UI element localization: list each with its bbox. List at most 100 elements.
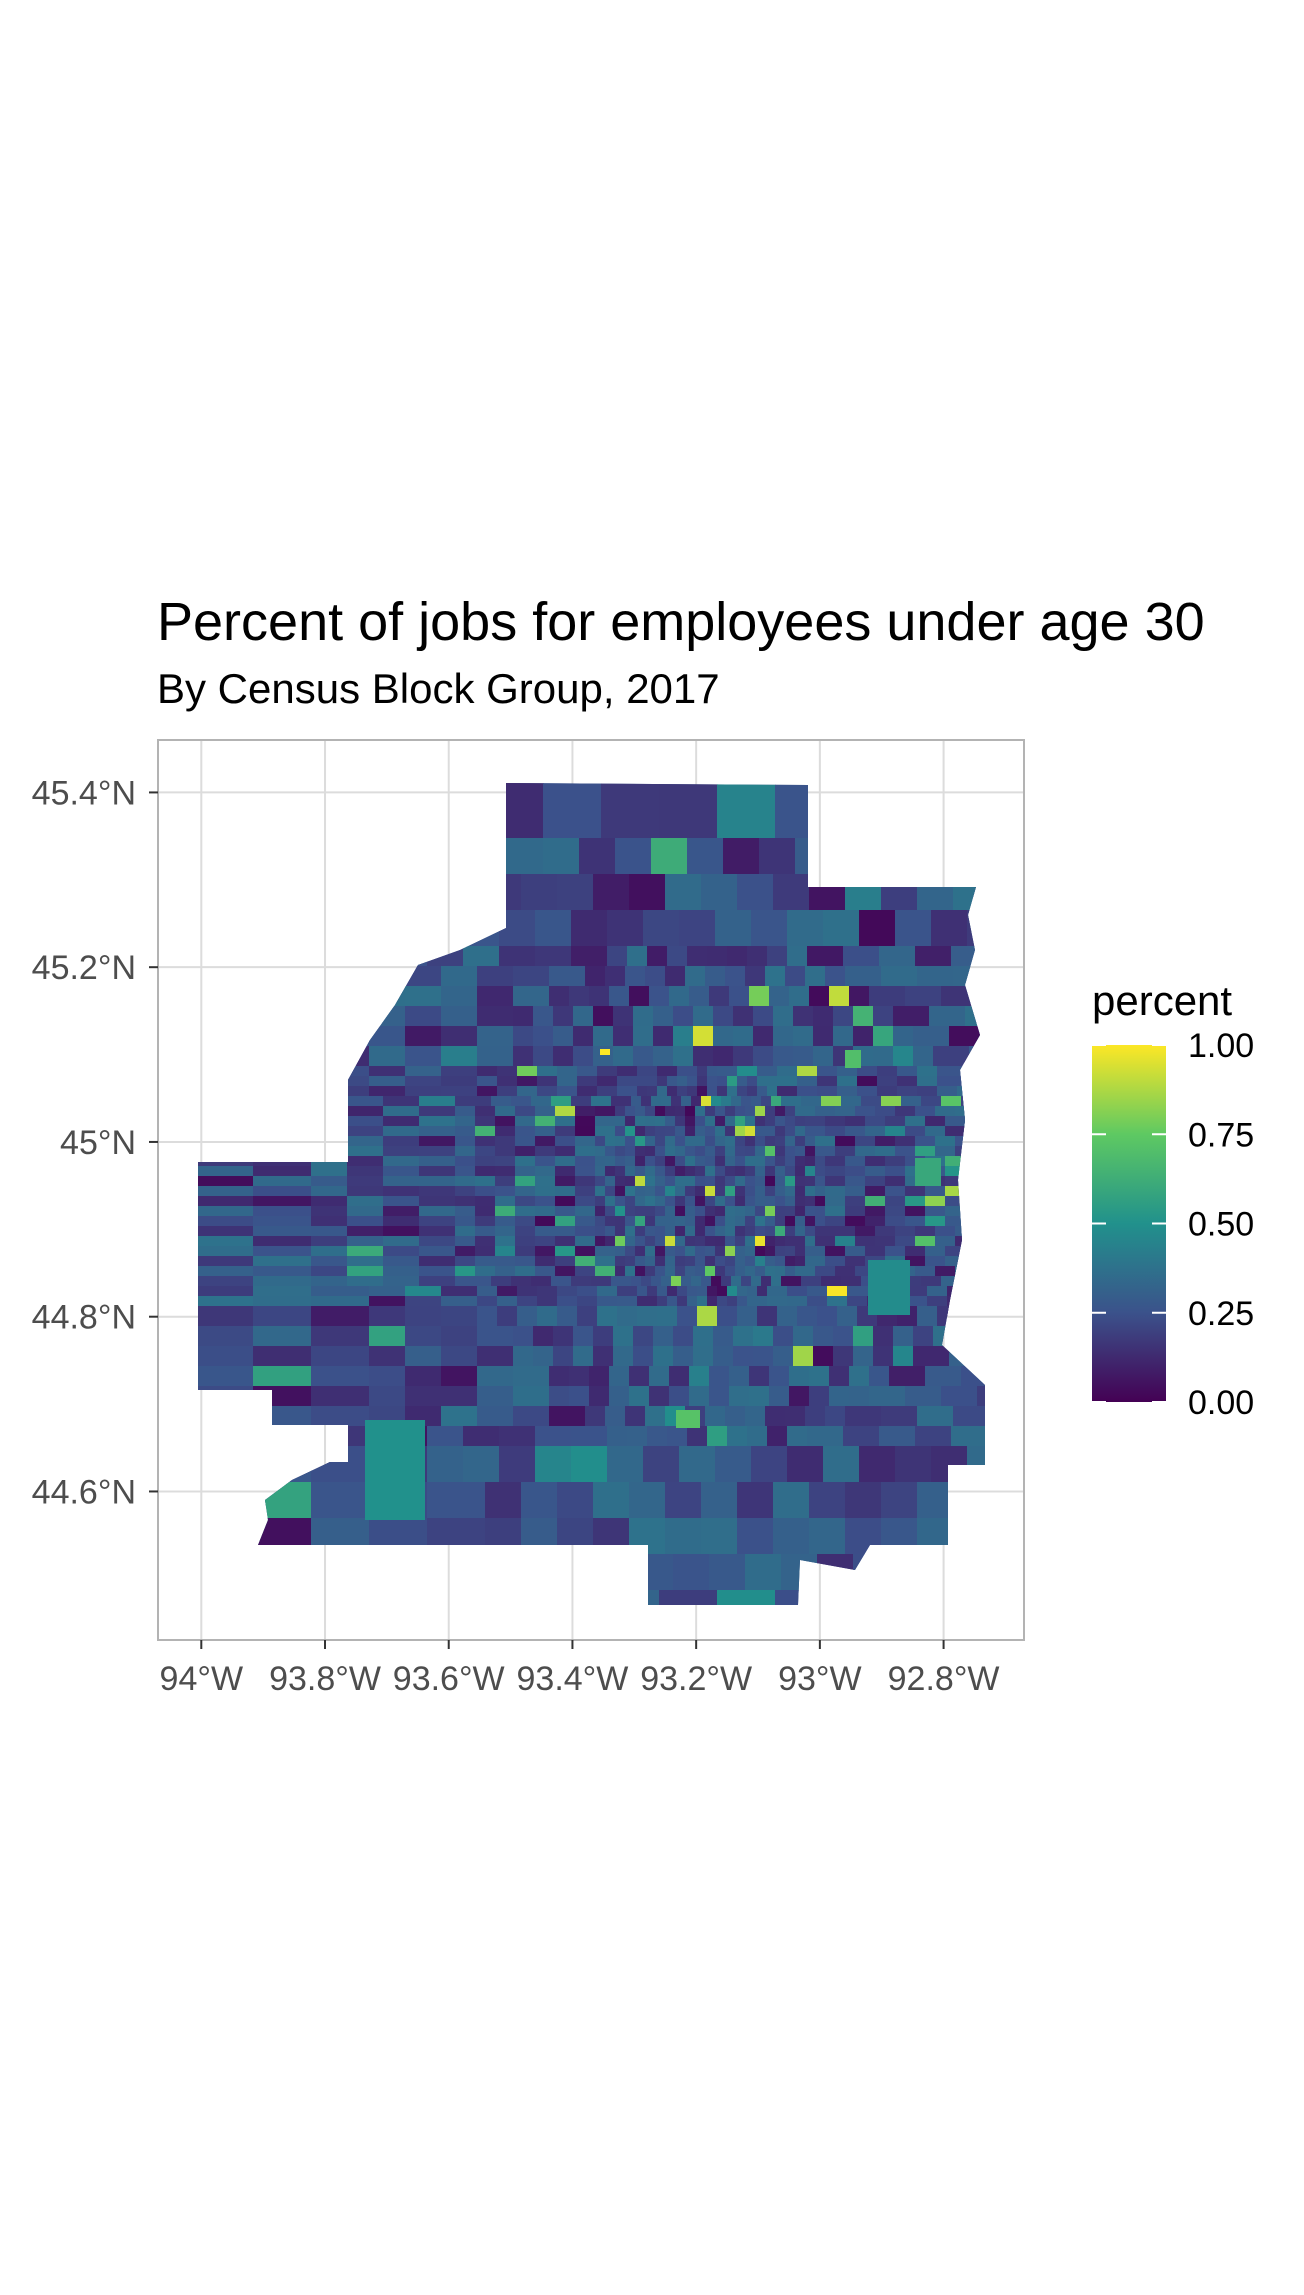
block-group-high xyxy=(868,1260,910,1315)
block-group xyxy=(745,1116,756,1127)
block-group xyxy=(613,1026,634,1047)
block-group xyxy=(605,1176,616,1187)
block-group xyxy=(833,1026,854,1047)
block-group xyxy=(535,910,572,947)
block-group xyxy=(701,874,738,911)
block-group xyxy=(735,1246,746,1257)
block-group xyxy=(795,1206,806,1217)
block-group xyxy=(735,1106,746,1117)
block-group xyxy=(795,1116,806,1127)
block-group xyxy=(705,1266,716,1277)
block-group xyxy=(645,1256,656,1267)
block-group xyxy=(665,1156,676,1167)
block-group xyxy=(745,1156,756,1167)
legend-label: 0.00 xyxy=(1188,1384,1254,1422)
block-group xyxy=(805,1196,816,1207)
block-group xyxy=(717,1590,776,1605)
block-group xyxy=(573,1026,594,1047)
block-group xyxy=(773,874,810,911)
block-group xyxy=(785,1106,796,1117)
block-group xyxy=(625,1116,636,1127)
block-group xyxy=(735,1196,746,1207)
block-group xyxy=(753,1326,774,1347)
block-group xyxy=(615,1186,626,1197)
block-group xyxy=(795,1246,806,1257)
block-group xyxy=(615,1256,626,1267)
block-group xyxy=(735,1206,746,1217)
block-group xyxy=(765,1206,776,1217)
block-group xyxy=(755,1256,766,1267)
block-group xyxy=(635,1146,646,1157)
block-group xyxy=(795,1196,806,1207)
block-group xyxy=(625,1206,636,1217)
block-group xyxy=(695,1106,706,1117)
block-group xyxy=(735,1186,746,1197)
block-group xyxy=(645,1226,656,1237)
block-group xyxy=(675,1166,686,1177)
block-group xyxy=(725,1236,736,1247)
block-group xyxy=(773,1326,794,1347)
block-group xyxy=(685,1216,696,1227)
block-group xyxy=(795,1126,806,1137)
block-group xyxy=(573,1326,594,1347)
block-group xyxy=(675,1206,686,1217)
block-group xyxy=(549,1386,570,1407)
block-group xyxy=(625,1176,636,1187)
block-group xyxy=(645,966,666,987)
block-group xyxy=(655,1216,666,1227)
block-group xyxy=(829,986,850,1007)
block-group xyxy=(727,1086,738,1097)
block-group xyxy=(675,1216,686,1227)
block-group xyxy=(705,1256,716,1267)
block-group xyxy=(755,1116,766,1127)
block-group xyxy=(649,1366,670,1387)
block-group xyxy=(665,1216,676,1227)
block-group xyxy=(755,1136,766,1147)
block-group xyxy=(655,1236,666,1247)
map-panel xyxy=(157,739,1025,1641)
block-group xyxy=(677,1086,688,1097)
block-group xyxy=(657,1086,668,1097)
block-group xyxy=(753,1026,774,1047)
block-group xyxy=(615,1176,626,1187)
block-group xyxy=(615,1116,626,1127)
block-group xyxy=(645,1156,656,1167)
block-group xyxy=(673,1346,694,1367)
block-group xyxy=(625,1136,636,1147)
block-group xyxy=(713,1326,734,1347)
y-tick-label: 45.4°N xyxy=(32,774,136,812)
block-group xyxy=(745,1166,756,1177)
block-group xyxy=(747,946,768,967)
block-group xyxy=(667,1286,678,1297)
block-group xyxy=(677,1296,688,1307)
block-group xyxy=(785,1146,796,1157)
block-group xyxy=(735,1146,746,1157)
block-group xyxy=(917,1306,938,1327)
block-group xyxy=(625,1266,636,1277)
block-group xyxy=(633,1046,654,1067)
block-group xyxy=(679,910,716,947)
block-group xyxy=(755,1186,766,1197)
block-group xyxy=(615,1126,626,1137)
block-group xyxy=(665,1186,676,1197)
block-group xyxy=(697,1306,718,1327)
block-group xyxy=(745,1554,782,1591)
block-group xyxy=(697,1296,708,1307)
block-group xyxy=(605,1206,616,1217)
block-group xyxy=(617,1306,638,1327)
block-group xyxy=(713,1026,734,1047)
block-group xyxy=(629,1482,666,1519)
block-group xyxy=(625,1146,636,1157)
block-group xyxy=(913,1326,934,1347)
block-group xyxy=(729,1366,750,1387)
block-group xyxy=(745,1266,756,1277)
block-group xyxy=(755,1236,766,1247)
block-group xyxy=(723,838,760,875)
block-group xyxy=(685,1206,696,1217)
block-group xyxy=(745,1216,756,1227)
block-group xyxy=(725,1406,746,1427)
block-group xyxy=(775,1186,786,1197)
block-group xyxy=(805,1236,816,1247)
block-group xyxy=(427,1446,464,1483)
block-group xyxy=(597,1306,618,1327)
